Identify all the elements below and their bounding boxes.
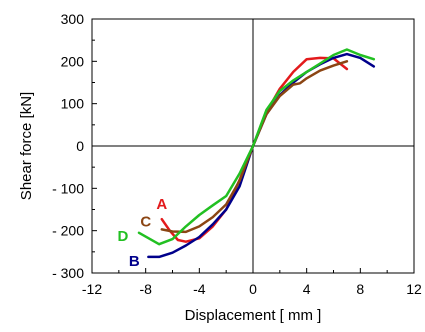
series-line-b — [147, 52, 376, 259]
y-tick-label: - 100 — [52, 180, 84, 196]
y-tick-label: 100 — [61, 96, 85, 112]
y-tick-label: - 200 — [52, 223, 84, 239]
series-line-c — [160, 60, 349, 234]
x-tick-label: 4 — [303, 281, 311, 297]
x-axis-title: Displacement [ mm ] — [185, 307, 322, 324]
x-tick-label: -4 — [193, 281, 206, 297]
series-label-c: C — [140, 213, 151, 230]
x-tick-label: 8 — [356, 281, 364, 297]
series-label-d: D — [118, 228, 129, 245]
x-tick-label: 12 — [406, 281, 422, 297]
x-tick-label: -8 — [139, 281, 152, 297]
y-tick-label: 0 — [76, 138, 84, 154]
x-tick-label: 0 — [249, 281, 257, 297]
y-tick-label: - 300 — [52, 265, 84, 281]
series-line-a — [160, 56, 349, 243]
series-line-d — [137, 48, 376, 246]
x-tick-label: -12 — [82, 281, 102, 297]
y-axis-title: Shear force [kN] — [18, 92, 35, 200]
y-tick-label: 300 — [61, 11, 85, 27]
y-tick-label: 200 — [61, 53, 85, 69]
series-label-b: B — [129, 253, 140, 270]
series-label-a: A — [156, 196, 167, 213]
